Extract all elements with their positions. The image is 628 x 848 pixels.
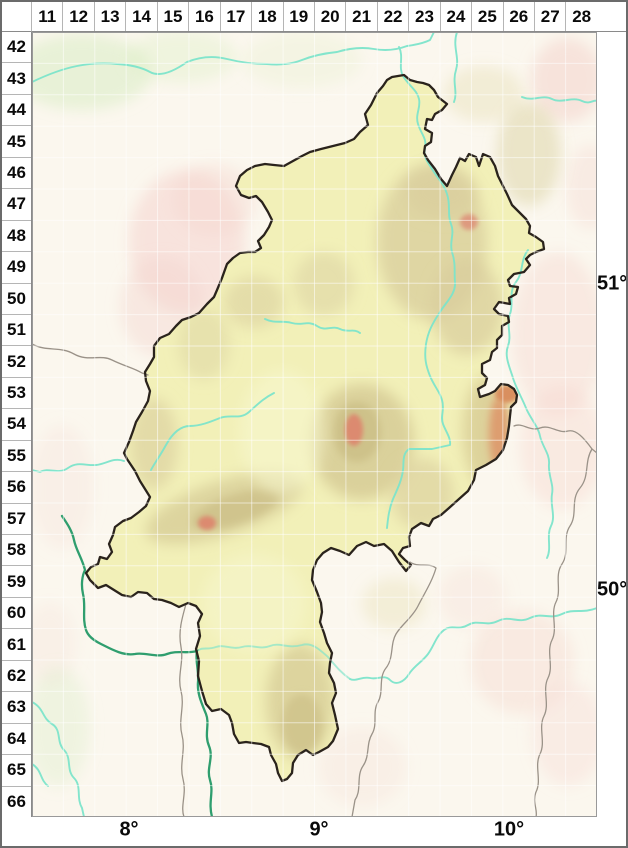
- map-canvas: [32, 32, 597, 817]
- column-label: 24: [439, 2, 471, 31]
- row-label: 61: [2, 628, 31, 659]
- column-label: 27: [534, 2, 565, 31]
- row-label: 60: [2, 596, 31, 628]
- row-label: 42: [7, 37, 26, 57]
- row-label: 51: [2, 313, 31, 345]
- column-label: 16: [188, 2, 219, 31]
- column-label: 26: [502, 2, 534, 31]
- row-label: 63: [2, 691, 31, 722]
- row-label: 64: [2, 722, 31, 754]
- column-label: 12: [62, 2, 93, 31]
- row-label: 54: [2, 408, 31, 439]
- row-label: 58: [2, 534, 31, 565]
- row-label: 50: [2, 282, 31, 314]
- row-label: 56: [2, 471, 31, 502]
- column-label: 13: [93, 2, 125, 31]
- row-label: 47: [2, 188, 31, 219]
- major-river: [60, 514, 214, 817]
- row-label: 57: [2, 502, 31, 534]
- column-label: 23: [408, 2, 439, 31]
- longitude-label: 10°: [493, 818, 525, 841]
- row-label: 45: [2, 125, 31, 156]
- map-svg: [32, 32, 597, 817]
- row-label: 46: [2, 156, 31, 188]
- row-label: 65: [2, 754, 31, 785]
- column-label: 18: [251, 2, 282, 31]
- column-label: 15: [156, 2, 188, 31]
- column-label: 11: [38, 6, 57, 26]
- row-label: 53: [2, 376, 31, 408]
- corner-cell-top-right: [593, 2, 626, 32]
- row-label: 62: [2, 659, 31, 691]
- corner-cell-bottom-left: [2, 813, 32, 846]
- row-label: 49: [2, 251, 31, 282]
- row-label: 66: [2, 785, 31, 817]
- column-label: 14: [125, 2, 156, 31]
- column-label: 22: [376, 2, 408, 31]
- row-label: 43: [2, 62, 31, 93]
- row-label: 44: [2, 93, 31, 125]
- longitude-label: 9°: [309, 818, 329, 841]
- row-label: 52: [2, 345, 31, 376]
- corner-cell-top-left: [2, 2, 32, 32]
- column-label: 19: [282, 2, 314, 31]
- column-number-header: 11 12 13 14 15 16 17 18 19 20 21 22 23 24 25 26 27 28: [32, 2, 597, 32]
- neighbor-borders: [32, 343, 597, 817]
- column-label: 25: [471, 2, 502, 31]
- latitude-label: 50°: [597, 578, 628, 601]
- column-label: 20: [313, 2, 345, 31]
- column-label: 28: [565, 2, 596, 31]
- longitude-label: 8°: [119, 818, 139, 841]
- latitude-strip: 51° 50°: [593, 32, 626, 817]
- longitude-strip: 8° 9° 10°: [32, 813, 597, 846]
- row-label: 48: [2, 219, 31, 251]
- row-number-header: 42 43 44 45 46 47 48 49 50 51 52 53 54 55 56 57 58 59 60 61…: [2, 32, 32, 817]
- row-label: 59: [2, 565, 31, 596]
- map-frame: [32, 32, 597, 817]
- grid-lines: [32, 32, 597, 817]
- row-label: 55: [2, 439, 31, 471]
- latitude-label: 51°: [597, 272, 628, 295]
- column-label: 17: [219, 2, 251, 31]
- column-label: 21: [345, 2, 376, 31]
- corner-cell-bottom-right: [593, 813, 626, 846]
